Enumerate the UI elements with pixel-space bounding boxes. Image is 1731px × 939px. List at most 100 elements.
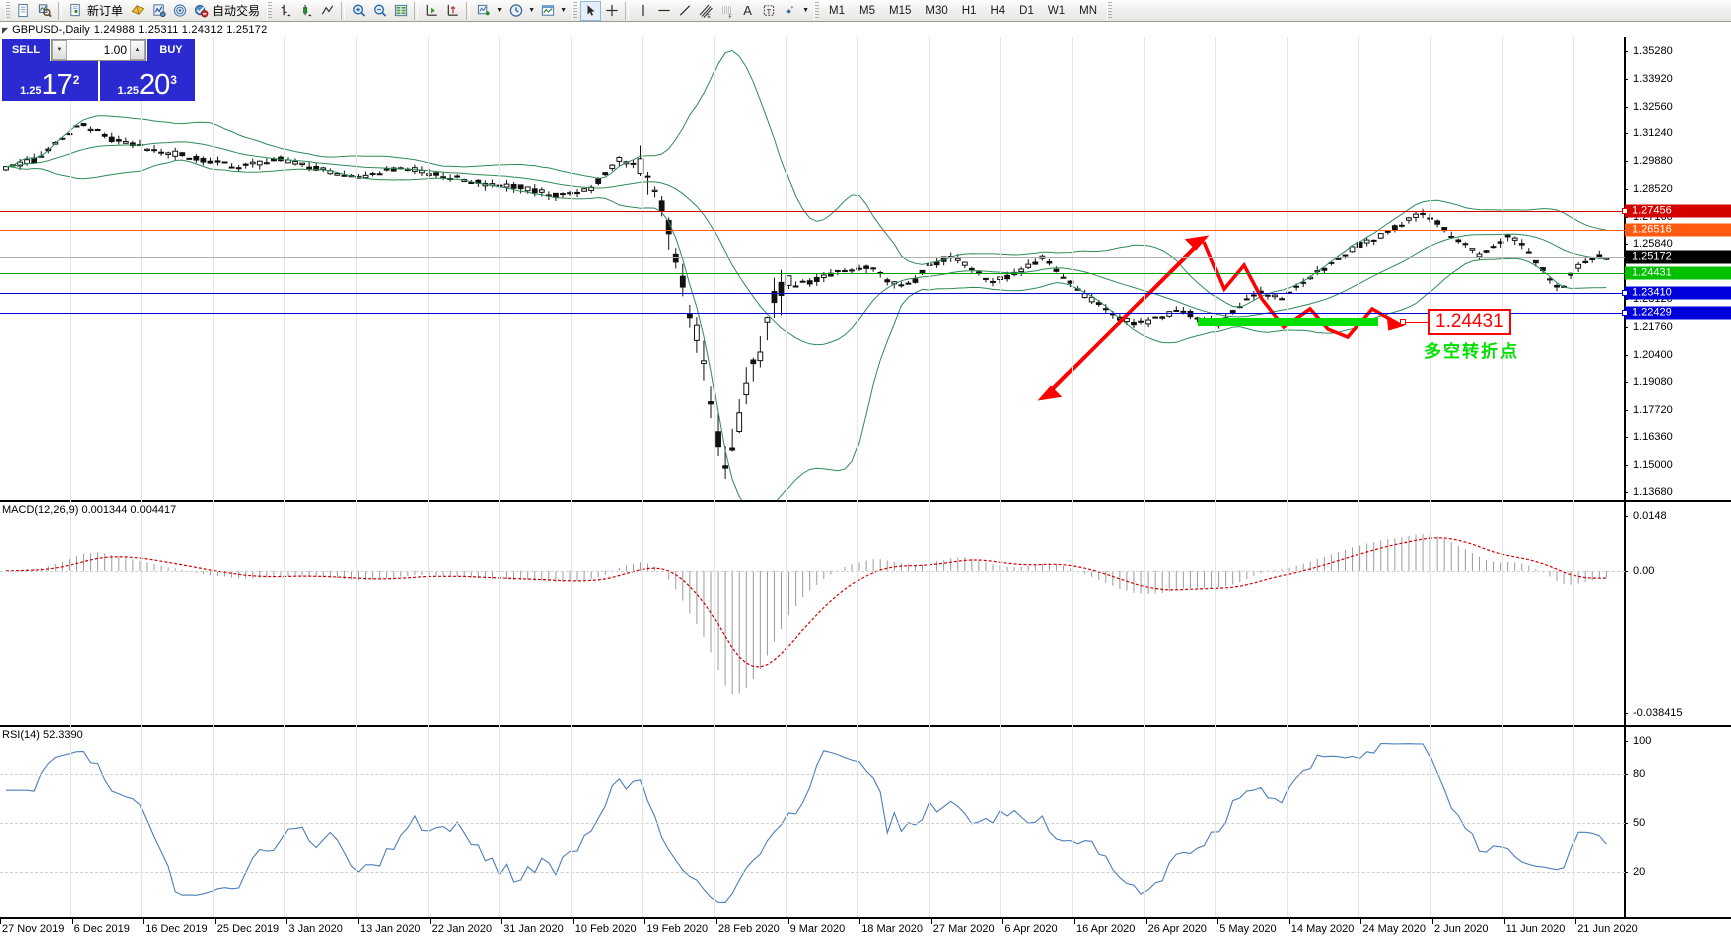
chevron-down-icon[interactable]: ▼: [496, 7, 503, 14]
callout-stub: [1403, 322, 1428, 323]
date-label: 16 Apr 2020: [1076, 923, 1136, 935]
price-level-label-resistance[interactable]: 1.26516: [1625, 223, 1731, 237]
inspect-icon[interactable]: [34, 1, 55, 21]
text-label-icon[interactable]: T: [758, 1, 779, 21]
buy-quote[interactable]: 1.25 20 3: [99, 61, 195, 101]
timeframe-w1[interactable]: W1: [1047, 4, 1066, 17]
new-chart-icon[interactable]: [13, 1, 34, 21]
price-level-label-last-price[interactable]: 1.25172: [1625, 250, 1731, 264]
toolbar-separator-2: [341, 1, 346, 20]
trade-panel[interactable]: SELL ▼ 1.00 ▲ BUY 1.25 17 2 1.25 20 3: [2, 39, 195, 101]
new-order-button[interactable]: 新订单: [65, 1, 127, 21]
shapes-icon[interactable]: [779, 1, 800, 21]
macd-indicator-label[interactable]: MACD(12,26,9) 0.001344 0.004417: [2, 504, 177, 516]
timeframe-m15[interactable]: M15: [889, 4, 912, 17]
horizontal-line-icon[interactable]: [653, 1, 674, 21]
cursor-arrow-icon[interactable]: [580, 0, 602, 21]
rsi-axis[interactable]: 100 80 50 20: [1625, 727, 1731, 917]
toolbar-grip-4[interactable]: [814, 1, 820, 20]
chevron-down-icon-3[interactable]: ▼: [560, 7, 567, 14]
price-level-label-pivot[interactable]: 1.24431: [1625, 266, 1731, 279]
volume-stepper[interactable]: ▼ 1.00 ▲: [51, 39, 146, 61]
date-vertical-separator: [785, 37, 787, 917]
symbol-name: GBPUSD-,Daily: [12, 24, 90, 36]
line-chart-icon[interactable]: [317, 1, 338, 21]
buy-quote-main: 20: [138, 69, 170, 101]
sell-quote[interactable]: 1.25 17 2: [2, 61, 100, 101]
price-pane[interactable]: 1.35280 1.33920 1.32560 1.31240 1.29880 1.285…: [0, 37, 1731, 500]
crosshair-icon[interactable]: [601, 1, 622, 21]
price-level-line-resistance[interactable]: [0, 210, 1625, 212]
price-level-handle[interactable]: [1622, 310, 1628, 317]
rsi-pane[interactable]: 100 80 50 20 RSI(14) 52.3390: [0, 725, 1731, 917]
auto-scroll-icon[interactable]: [421, 1, 442, 21]
volume-increment-button[interactable]: ▲: [130, 40, 145, 60]
candlestick-chart-icon[interactable]: [296, 1, 317, 21]
autotrading-button[interactable]: 自动交易: [190, 1, 264, 21]
toolbar-grip-2[interactable]: [267, 1, 273, 20]
price-level-line-support[interactable]: [0, 293, 1625, 295]
rsi-line: [6, 742, 1607, 903]
date-axis[interactable]: 27 Nov 2019 6 Dec 2019 16 Dec 2019 25 Dec 2…: [0, 917, 1731, 939]
date-label: 25 Dec 2019: [216, 923, 280, 935]
date-tick: [1575, 919, 1577, 924]
price-level-line-support[interactable]: [0, 313, 1625, 315]
price-level-handle[interactable]: [1622, 290, 1628, 297]
price-level-line-pivot[interactable]: [0, 272, 1625, 274]
rsi-tick: 100: [1625, 735, 1731, 747]
toolbar-grip-3[interactable]: [572, 1, 578, 20]
chevron-down-icon-2[interactable]: ▼: [528, 7, 535, 14]
price-level-label-support[interactable]: 1.22429: [1625, 306, 1731, 320]
price-axis[interactable]: 1.35280 1.33920 1.32560 1.31240 1.29880 1.285…: [1625, 37, 1731, 500]
date-label: 24 May 2020: [1362, 923, 1426, 935]
buy-button[interactable]: BUY: [147, 39, 195, 61]
macd-axis[interactable]: 0.0148 0.00 -0.038415: [1625, 502, 1731, 725]
toolbar-grip-5[interactable]: [1107, 1, 1112, 20]
volume-decrement-button[interactable]: ▼: [52, 40, 67, 60]
price-level-line-last-price[interactable]: [0, 257, 1625, 259]
toolbar-grip[interactable]: [5, 1, 10, 20]
fibonacci-icon[interactable]: F: [716, 1, 737, 21]
timeframe-mn[interactable]: MN: [1079, 4, 1097, 17]
date-tick: [501, 919, 503, 924]
add-indicator-icon[interactable]: [473, 1, 494, 21]
price-level-label-support[interactable]: 1.23410: [1625, 286, 1731, 300]
timeframe-m30[interactable]: M30: [925, 4, 948, 17]
macd-pane[interactable]: 0.0148 0.00 -0.038415 MACD(12,26,9) 0.0013…: [0, 500, 1731, 725]
timeframe-m1[interactable]: M1: [829, 4, 846, 17]
rsi-indicator-label[interactable]: RSI(14) 52.3390: [2, 729, 83, 741]
price-callout[interactable]: 1.24431: [1428, 309, 1511, 335]
signals-icon[interactable]: [169, 1, 190, 21]
zoom-out-icon[interactable]: [369, 1, 390, 21]
date-vertical-separator: [928, 37, 930, 917]
date-tick: [572, 919, 574, 924]
price-level-line-resistance[interactable]: [0, 229, 1625, 231]
price-tick: 1.21760: [1625, 321, 1731, 333]
period-clock-icon[interactable]: [505, 1, 526, 21]
templates-icon[interactable]: [537, 1, 558, 21]
data-window-icon[interactable]: [390, 1, 411, 21]
chart-restore-icon[interactable]: ◤: [2, 25, 9, 35]
timeframe-h4[interactable]: H4: [990, 4, 1006, 17]
expert-advisor-icon[interactable]: [127, 1, 148, 21]
timeframe-h1[interactable]: H1: [961, 4, 977, 17]
chart-shift-icon[interactable]: [442, 1, 463, 21]
price-tick: 1.20400: [1625, 349, 1731, 361]
vertical-line-icon[interactable]: [632, 1, 653, 21]
timeframe-d1[interactable]: D1: [1019, 4, 1034, 17]
timeframe-m5[interactable]: M5: [859, 4, 875, 17]
text-icon[interactable]: A: [743, 3, 752, 18]
chart-area[interactable]: 1.35280 1.33920 1.32560 1.31240 1.29880 1.285…: [0, 37, 1731, 939]
date-label: 27 Mar 2020: [932, 923, 995, 935]
equidistant-channel-icon[interactable]: E: [695, 1, 716, 21]
sell-button[interactable]: SELL: [2, 39, 50, 61]
symbol-bar: ◤ GBPUSD-,Daily 1.24988 1.25311 1.24312 …: [0, 23, 800, 37]
price-level-handle[interactable]: [1622, 207, 1628, 214]
chevron-down-icon-4[interactable]: ▼: [802, 7, 809, 14]
trendline-icon[interactable]: [674, 1, 695, 21]
bar-chart-icon[interactable]: [275, 1, 296, 21]
price-level-label-resistance[interactable]: 1.27456: [1625, 204, 1731, 218]
zoom-in-icon[interactable]: [348, 1, 369, 21]
volume-input[interactable]: 1.00: [103, 43, 127, 57]
indicators-icon[interactable]: [148, 1, 169, 21]
